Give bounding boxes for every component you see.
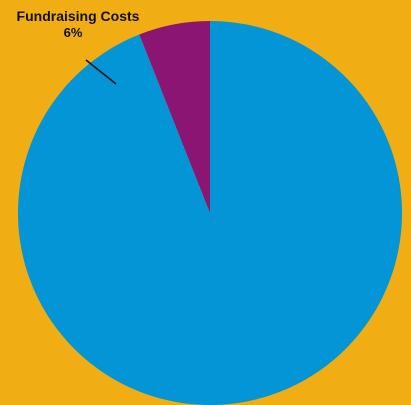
pie-slice-unlabeled <box>17 21 402 405</box>
slice-label-fundraising-costs: Fundraising Costs <box>17 8 140 24</box>
pie-slices <box>17 21 402 405</box>
pie-slice-fundraising-costs <box>139 21 210 213</box>
slice-percent-fundraising-costs: 6% <box>64 25 83 40</box>
leader-line-fundraising-costs <box>85 59 117 85</box>
